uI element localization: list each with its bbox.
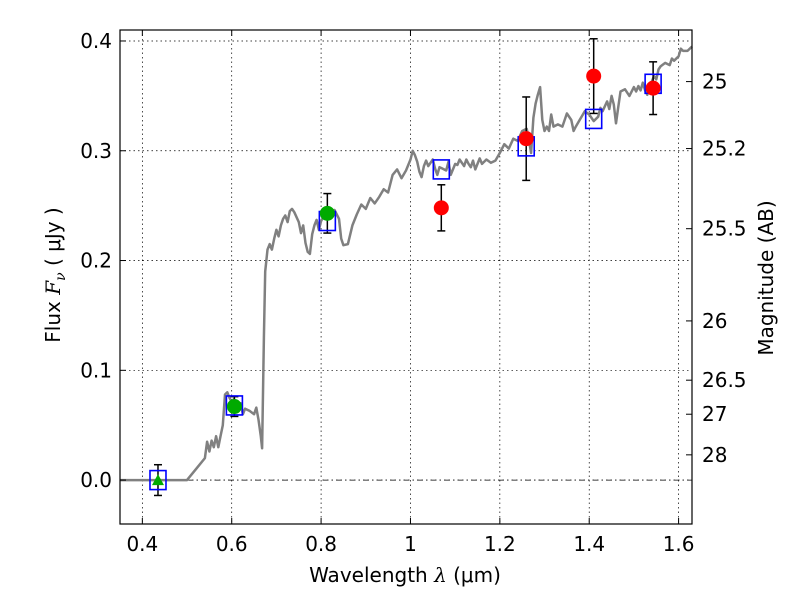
x-tick-label: 0.6: [216, 532, 248, 556]
upper-limit-triangle: [151, 474, 164, 486]
x-tick-label: 0.4: [126, 532, 158, 556]
y-axis-title: Flux Fν ( μJy ): [41, 207, 69, 342]
spectrum-series: [120, 45, 693, 482]
nir-detection-point: [645, 80, 661, 96]
y2-tick-label: 26.5: [702, 368, 747, 392]
x-tick-label: 1: [404, 532, 417, 556]
optical-detection-point: [226, 399, 242, 415]
y2-tick-label: 25: [702, 70, 727, 94]
x-tick-label: 1.6: [663, 532, 695, 556]
y2-axis-title: Magnitude (AB): [754, 200, 778, 355]
nir-detection-point: [586, 68, 602, 84]
nir-detection-point: [433, 200, 449, 216]
x-axis-title: Wavelength λ (μm): [309, 563, 501, 587]
y2-tick-label: 25.2: [702, 137, 747, 161]
y2-tick-label: 25.5: [702, 217, 747, 241]
axis-ticks: 0.4 0.6 0.8 1 1.2 1.4 1.6 0.0 0.1 0.2 0.3 0.4 25 25.2…: [80, 29, 746, 556]
y-tick-label: 0.1: [80, 358, 112, 382]
observed-photometry-series: [151, 68, 661, 486]
x-tick-label: 0.8: [305, 532, 337, 556]
y2-tick-label: 27: [702, 402, 727, 426]
plot-frame: [119, 29, 693, 525]
model-photometry-square: [584, 108, 603, 130]
model-photometry-square: [225, 395, 244, 416]
model-photometry-square: [149, 469, 167, 491]
spectrum-line: [120, 45, 693, 482]
x-tick-label: 1.4: [573, 532, 605, 556]
x-tick-label: 1.2: [484, 532, 516, 556]
y-tick-label: 0.0: [80, 468, 112, 492]
y-tick-label: 0.4: [80, 29, 112, 53]
optical-detection-point: [319, 205, 335, 221]
y-tick-label: 0.2: [80, 249, 112, 273]
nir-detection-point: [518, 131, 534, 147]
y2-tick-label: 26: [702, 309, 727, 333]
y2-tick-label: 28: [702, 443, 727, 467]
y-tick-label: 0.3: [80, 139, 112, 163]
model-photometry-square: [432, 159, 451, 180]
